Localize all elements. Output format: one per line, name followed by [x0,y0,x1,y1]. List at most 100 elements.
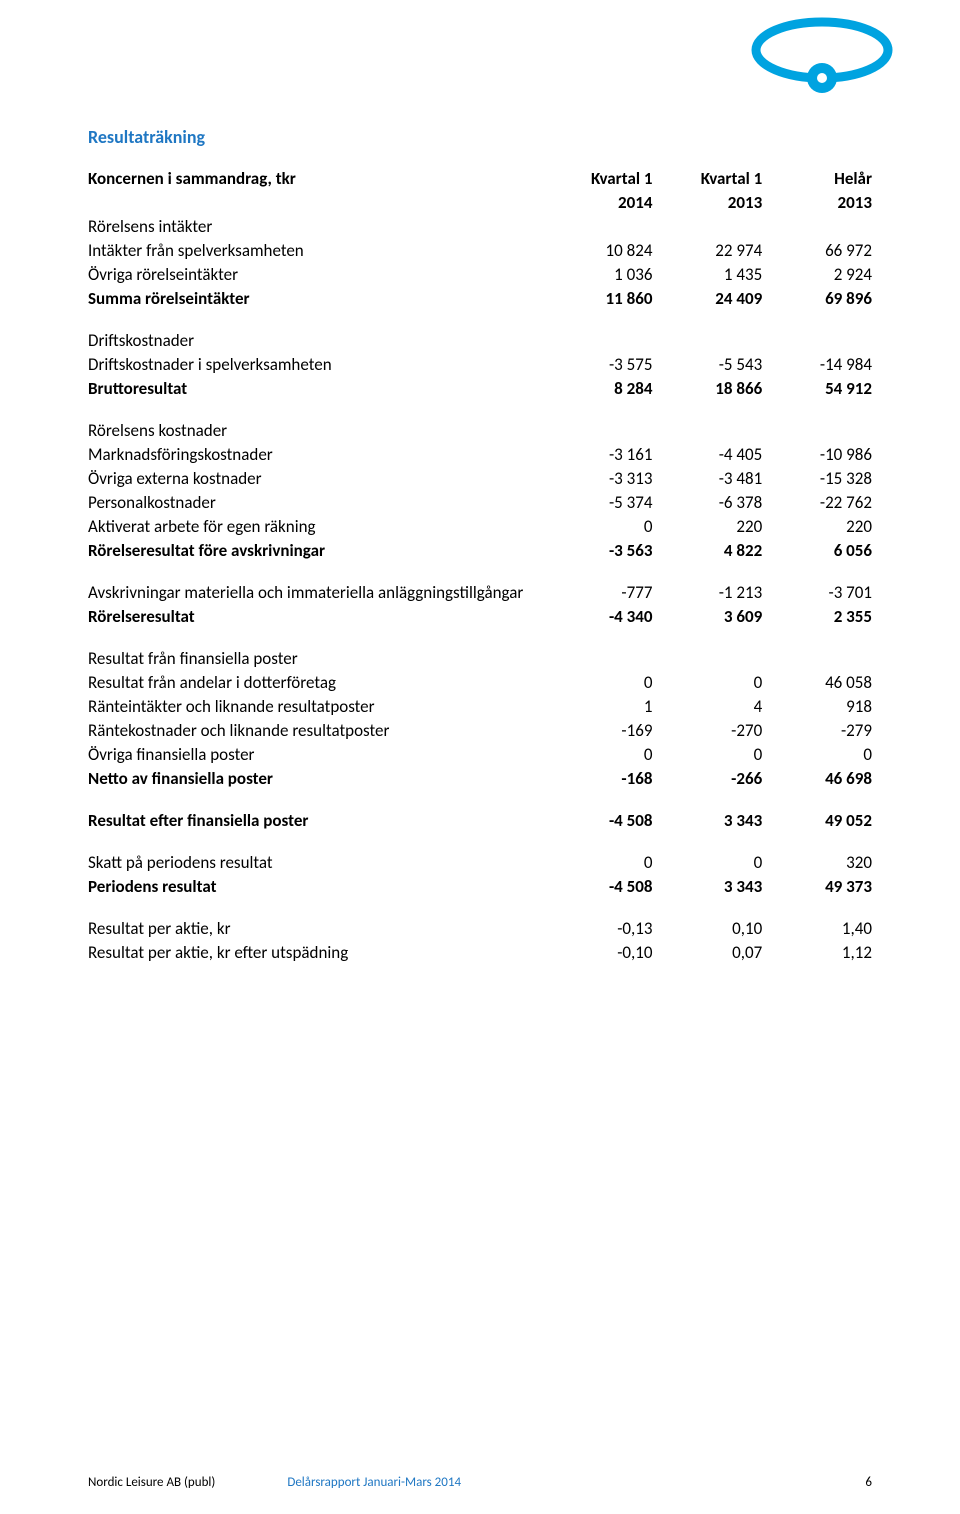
row-value: 3 343 [652,874,762,898]
row-value: 66 972 [762,238,872,262]
table-row: Räntekostnader och liknande resultatpost… [88,718,872,742]
row-value: -22 762 [762,490,872,514]
table-body: Rörelsens intäkterIntäkter från spelverk… [88,214,872,964]
row-value: 1,12 [762,940,872,964]
row-value [543,646,653,670]
row-value: -168 [543,766,653,790]
table-row: Intäkter från spelverksamheten10 82422 9… [88,238,872,262]
row-value: -266 [652,766,762,790]
row-label: Personalkostnader [88,490,543,514]
row-value: 4 [652,694,762,718]
table-row: Rörelseresultat-4 3403 6092 355 [88,604,872,628]
row-value: 220 [762,514,872,538]
footer-report: Delårsrapport Januari-Mars 2014 [287,1475,865,1490]
col-header-line2: 2014 [543,190,653,214]
row-label: Ränteintäkter och liknande resultatposte… [88,694,543,718]
row-value: 4 822 [652,538,762,562]
row-value: 0 [762,742,872,766]
row-value [543,328,653,352]
table-row: Driftskostnader i spelverksamheten-3 575… [88,352,872,376]
row-value [543,418,653,442]
row-value: 2 924 [762,262,872,286]
row-value [762,646,872,670]
row-value: -4 340 [543,604,653,628]
footer-company: Nordic Leisure AB (publ) [88,1475,215,1490]
row-value: -777 [543,580,653,604]
row-label: Skatt på periodens resultat [88,850,543,874]
row-value: -5 374 [543,490,653,514]
spacer-row [88,628,872,646]
row-label: Summa rörelseintäkter [88,286,543,310]
row-value: 46 058 [762,670,872,694]
row-value: 49 052 [762,808,872,832]
row-value [652,418,762,442]
table-row: Övriga finansiella poster000 [88,742,872,766]
row-value: -3 701 [762,580,872,604]
row-label: Avskrivningar materiella och immateriell… [88,580,543,604]
table-row: Marknadsföringskostnader-3 161-4 405-10 … [88,442,872,466]
row-value: 10 824 [543,238,653,262]
row-label: Aktiverat arbete för egen räkning [88,514,543,538]
row-value: -4 405 [652,442,762,466]
col-header-line2: 2013 [652,190,762,214]
row-label: Driftskostnader [88,328,543,352]
row-value: -6 378 [652,490,762,514]
row-value: 0 [543,670,653,694]
row-value: -0,13 [543,916,653,940]
table-row: Driftskostnader [88,328,872,352]
row-value: 918 [762,694,872,718]
row-label: Resultat per aktie, kr efter utspädning [88,940,543,964]
row-value [762,418,872,442]
row-value [762,328,872,352]
row-value: -3 313 [543,466,653,490]
row-value [762,214,872,238]
row-label: Rörelseresultat [88,604,543,628]
table-row: Resultat efter finansiella poster-4 5083… [88,808,872,832]
row-value: 6 056 [762,538,872,562]
row-label: Resultat efter finansiella poster [88,808,543,832]
row-value [652,214,762,238]
row-label: Rörelsens kostnader [88,418,543,442]
table-row: Resultat per aktie, kr-0,130,101,40 [88,916,872,940]
row-value: -0,10 [543,940,653,964]
row-value: -270 [652,718,762,742]
header-label: Koncernen i sammandrag, tkr [88,166,543,214]
table-row: Skatt på periodens resultat00320 [88,850,872,874]
row-value [543,214,653,238]
row-value: -3 575 [543,352,653,376]
row-value: 8 284 [543,376,653,400]
row-value: -3 563 [543,538,653,562]
row-value: 0 [652,850,762,874]
table-row: Resultat per aktie, kr efter utspädning-… [88,940,872,964]
row-label: Övriga finansiella poster [88,742,543,766]
table-row: Resultat från andelar i dotterföretag004… [88,670,872,694]
row-value: 3 609 [652,604,762,628]
row-value: 0 [652,670,762,694]
table-row: Netto av finansiella poster-168-26646 69… [88,766,872,790]
row-label: Driftskostnader i spelverksamheten [88,352,543,376]
row-value [652,328,762,352]
row-value: 2 355 [762,604,872,628]
table-row: Ränteintäkter och liknande resultatposte… [88,694,872,718]
spacer-row [88,832,872,850]
row-value: 0 [543,742,653,766]
row-value: -10 986 [762,442,872,466]
spacer-row [88,310,872,328]
table-row: Rörelsens kostnader [88,418,872,442]
table-row: Rörelseresultat före avskrivningar-3 563… [88,538,872,562]
row-value: 3 343 [652,808,762,832]
row-label: Resultat från finansiella poster [88,646,543,670]
row-value: 0 [543,850,653,874]
row-value: -15 328 [762,466,872,490]
row-value: 0,10 [652,916,762,940]
table-row: Periodens resultat-4 5083 34349 373 [88,874,872,898]
col-header-line2: 2013 [762,190,872,214]
table-row: Summa rörelseintäkter11 86024 40969 896 [88,286,872,310]
spacer-row [88,898,872,916]
row-value: 24 409 [652,286,762,310]
row-value: 1 036 [543,262,653,286]
row-label: Övriga externa kostnader [88,466,543,490]
col-header-line1: Kvartal 1 [652,166,762,190]
row-label: Intäkter från spelverksamheten [88,238,543,262]
spacer-row [88,790,872,808]
